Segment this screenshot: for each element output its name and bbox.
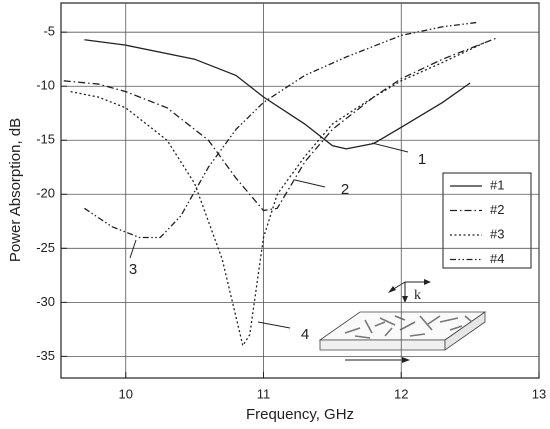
y-tick-label: -25 [36, 240, 55, 255]
inset-label: k [414, 288, 421, 303]
legend-label: #2 [490, 202, 504, 217]
series-line [84, 39, 471, 150]
series-line [70, 42, 485, 348]
x-tick-label: 10 [119, 386, 133, 401]
y-tick-label: -15 [36, 132, 55, 147]
series-line [63, 36, 498, 212]
x-axis-label: Frequency, GHz [246, 406, 354, 423]
y-tick-label: -35 [36, 348, 55, 363]
y-tick-label: -5 [43, 24, 55, 39]
x-tick-label: 12 [394, 386, 408, 401]
annotation-leader [294, 179, 326, 188]
inset-diagram [318, 279, 487, 363]
legend [442, 172, 532, 269]
legend-label: #4 [490, 251, 504, 266]
y-tick-label: -20 [36, 186, 55, 201]
legend-label: #3 [490, 226, 504, 241]
annotation-leader [129, 239, 137, 259]
annotation: 2 [341, 181, 349, 198]
y-tick-label: -10 [36, 78, 55, 93]
annotation-leader [257, 321, 291, 329]
legend-label: #1 [490, 177, 504, 192]
y-axis-label: Power Absorption, dB [7, 118, 24, 262]
annotation: 1 [418, 151, 426, 168]
annotation: 4 [301, 326, 309, 343]
x-tick-label: 11 [257, 386, 271, 401]
annotation-leader [371, 142, 409, 153]
y-tick-label: -30 [36, 294, 55, 309]
series-line [84, 21, 478, 239]
annotation: 3 [129, 261, 137, 278]
x-tick-label: 13 [532, 386, 546, 401]
